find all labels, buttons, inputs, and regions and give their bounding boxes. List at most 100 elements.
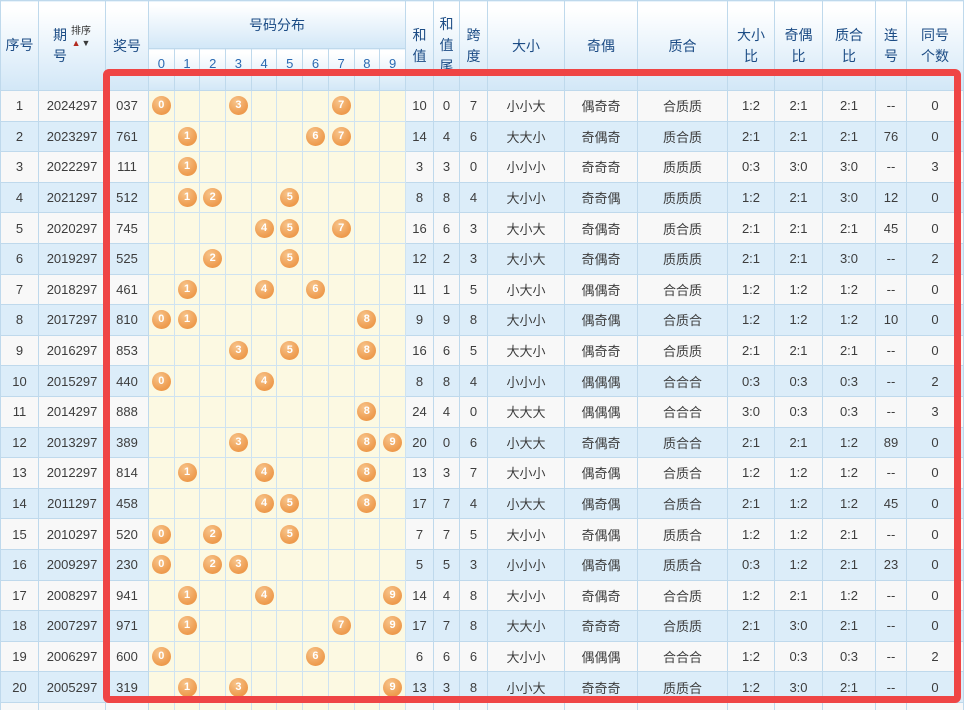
number-ball: 3	[228, 677, 248, 697]
number-ball: 4	[254, 218, 274, 238]
parity-ratio-cell: 3:0	[774, 151, 823, 183]
col-header-prize: 奖号	[105, 0, 149, 91]
digit-cell: 0	[148, 90, 175, 122]
digit-cell: 8	[353, 304, 381, 336]
digit-cell	[327, 181, 355, 214]
digit-cell: 5	[276, 212, 304, 244]
digit-cell	[199, 212, 227, 244]
table-row	[0, 701, 964, 710]
digit-cell	[327, 640, 355, 673]
size-ratio-cell: 1:2	[727, 273, 775, 306]
sum-cell: 24	[405, 395, 434, 428]
parity-cell: 偶奇奇	[564, 334, 638, 367]
digit-cell	[327, 151, 355, 183]
parity-ratio-cell: 3:0	[774, 610, 823, 642]
sum-cell: 11	[405, 273, 434, 306]
digit-cell	[353, 120, 381, 153]
size-ratio-cell: 2:1	[727, 487, 775, 520]
sort-control[interactable]: 排序 ▲ ▼	[71, 26, 91, 48]
prime-cell	[637, 701, 728, 710]
digit-cell	[148, 671, 175, 703]
span-cell: 5	[459, 518, 488, 550]
digit-cell: 2	[199, 181, 227, 214]
digit-cell	[148, 151, 175, 183]
period-label: 期 号	[53, 26, 67, 64]
number-ball: 2	[203, 524, 223, 544]
table-row: 4 2021297 512 1 2 5 8 8 4 大小小 奇奇偶 质质质 1:2 2:1 3:0 12 0	[0, 181, 964, 214]
size-cell: 大小小	[487, 457, 565, 489]
digit-cell	[173, 426, 201, 459]
number-ball: 8	[357, 341, 377, 361]
size-cell: 大小小	[487, 518, 565, 550]
digit-cell	[148, 610, 175, 642]
sum-cell: 8	[405, 365, 434, 397]
sum-tail-cell: 6	[433, 212, 460, 244]
prize-number-cell: 389	[105, 426, 149, 459]
digit-cell: 0	[148, 640, 175, 673]
same-count-cell: 0	[906, 457, 964, 489]
digit-cell	[353, 242, 381, 275]
prime-ratio-cell: 2:1	[822, 212, 876, 244]
period-cell	[38, 701, 106, 710]
span-cell: 6	[459, 426, 488, 459]
sum-tail-cell: 4	[433, 579, 460, 612]
digit-cell	[327, 242, 355, 275]
digit-cell: 5	[276, 181, 304, 214]
prime-cell: 质质质	[637, 242, 728, 275]
seq-cell: 18	[0, 610, 39, 642]
sum-tail-cell	[433, 701, 460, 710]
prize-number-cell: 440	[105, 365, 149, 397]
same-count-cell: 0	[906, 304, 964, 336]
digit-cell	[173, 487, 201, 520]
prime-cell: 合质合	[637, 457, 728, 489]
sort-desc-icon[interactable]: ▼	[81, 37, 91, 48]
same-count-cell: 2	[906, 242, 964, 275]
span-cell: 8	[459, 610, 488, 642]
digit-cell: 3	[225, 426, 252, 459]
digit-cell	[302, 671, 329, 703]
digit-cell	[250, 701, 278, 710]
prime-cell: 质质合	[637, 548, 728, 581]
digit-cell: 9	[379, 671, 406, 703]
consecutive-cell: --	[875, 273, 907, 306]
sum-tail-cell: 6	[433, 334, 460, 367]
digit-cell	[379, 212, 406, 244]
number-ball: 5	[280, 188, 300, 208]
digit-cell	[250, 671, 278, 703]
digit-cell: 9	[379, 426, 406, 459]
col-header-same-count: 同号 个数	[906, 0, 964, 91]
table-row: 15 2010297 520 0 2 5 7 7 5 大小小 奇偶偶 质质合 1:2 1:2 2:1 -- 0	[0, 518, 964, 550]
span-cell: 3	[459, 212, 488, 244]
size-ratio-cell: 1:2	[727, 518, 775, 550]
sum-tail-cell: 1	[433, 273, 460, 306]
prime-cell: 合质质	[637, 610, 728, 642]
period-cell: 2009297	[38, 548, 106, 581]
digit-cell	[250, 548, 278, 581]
digit-cell	[173, 334, 201, 367]
digit-cell: 7	[327, 120, 355, 153]
sum-cell: 20	[405, 426, 434, 459]
digit-cell	[276, 548, 304, 581]
size-ratio-cell: 2:1	[727, 120, 775, 153]
number-ball: 8	[357, 402, 377, 422]
digit-cell	[199, 151, 227, 183]
size-ratio-cell: 1:2	[727, 457, 775, 489]
span-cell	[459, 701, 488, 710]
consecutive-cell: 23	[875, 548, 907, 581]
digit-cell	[276, 365, 304, 397]
digit-header-6: 6	[302, 48, 329, 91]
sort-asc-icon[interactable]: ▲	[71, 37, 81, 48]
parity-cell	[564, 701, 638, 710]
prime-ratio-cell: 2:1	[822, 671, 876, 703]
same-count-cell: 0	[906, 334, 964, 367]
size-cell: 小大小	[487, 273, 565, 306]
span-cell: 6	[459, 640, 488, 673]
digit-cell: 1	[173, 579, 201, 612]
digit-cell	[250, 120, 278, 153]
sum-tail-cell: 8	[433, 181, 460, 214]
digit-cell	[302, 487, 329, 520]
digit-cell	[327, 487, 355, 520]
col-header-size: 大小	[487, 0, 565, 91]
parity-cell: 奇奇奇	[564, 671, 638, 703]
number-ball: 8	[357, 432, 377, 452]
